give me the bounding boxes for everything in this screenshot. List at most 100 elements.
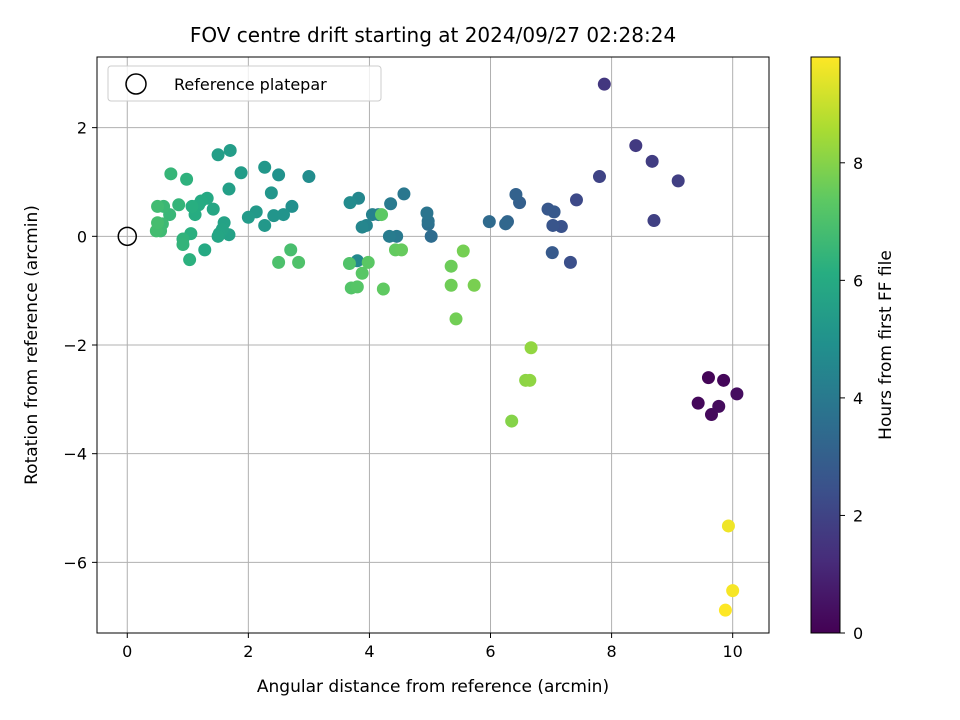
data-point	[524, 341, 538, 355]
data-point	[342, 256, 356, 270]
data-point	[629, 139, 643, 153]
data-point	[546, 218, 560, 232]
data-point	[482, 215, 496, 229]
data-point	[375, 208, 389, 222]
data-point	[718, 603, 732, 617]
data-point	[276, 208, 290, 222]
data-point	[691, 396, 705, 410]
legend-label: Reference platepar	[174, 75, 327, 94]
data-point	[395, 243, 409, 257]
data-point	[509, 187, 523, 201]
grid-lines	[97, 57, 769, 633]
y-tick-label: −4	[63, 445, 87, 464]
x-axis-label: Angular distance from reference (arcmin)	[257, 677, 609, 697]
colorbar-tick-label: 0	[853, 624, 863, 643]
data-point	[456, 244, 470, 258]
data-point	[444, 259, 458, 273]
data-point	[355, 266, 369, 280]
data-point	[284, 243, 298, 257]
y-tick-label: 2	[77, 119, 87, 138]
data-point	[264, 186, 278, 200]
data-point	[645, 154, 659, 168]
x-tick-label: 10	[722, 642, 742, 661]
data-point	[198, 243, 212, 257]
data-point	[350, 280, 364, 294]
x-tick-label: 2	[243, 642, 253, 661]
data-point	[234, 166, 248, 180]
data-points	[149, 77, 744, 617]
y-axis-ticks: 2 0 −2 −4 −6	[63, 119, 97, 572]
x-tick-label: 4	[364, 642, 374, 661]
colorbar-tick-label: 6	[853, 271, 863, 290]
data-point	[647, 214, 661, 228]
data-point	[183, 253, 197, 267]
data-point	[258, 160, 272, 174]
plot-frame	[96, 56, 770, 634]
data-point	[355, 220, 369, 234]
data-point	[206, 202, 220, 216]
data-point	[272, 255, 286, 269]
data-point	[164, 167, 178, 181]
data-point	[671, 174, 685, 188]
data-point	[505, 414, 519, 428]
data-point	[382, 229, 396, 243]
data-point	[223, 143, 237, 157]
x-tick-label: 6	[485, 642, 495, 661]
y-tick-label: −6	[63, 553, 87, 572]
data-point	[547, 205, 561, 219]
colorbar-label: Hours from first FF file	[876, 250, 896, 440]
colorbar-tick-label: 8	[853, 154, 863, 173]
data-point	[592, 170, 606, 184]
data-point	[151, 199, 165, 213]
x-tick-label: 8	[607, 642, 617, 661]
data-point	[365, 208, 379, 222]
data-point	[569, 193, 583, 207]
data-point	[285, 199, 299, 213]
x-axis-ticks: 0 2 4 6 8 10	[122, 633, 743, 661]
colorbar	[810, 56, 841, 634]
reference-platepar-marker	[117, 226, 138, 247]
data-point	[712, 399, 726, 413]
data-point	[545, 246, 559, 260]
data-point	[721, 519, 735, 533]
data-point	[384, 197, 398, 211]
legend-open-circle-icon	[125, 73, 147, 95]
data-point	[176, 237, 190, 251]
data-point	[272, 168, 286, 182]
y-tick-label: −2	[63, 336, 87, 355]
data-point	[730, 387, 744, 401]
data-point	[467, 278, 481, 292]
data-point	[343, 196, 357, 210]
data-point	[499, 217, 513, 231]
data-point	[292, 255, 306, 269]
legend: Reference platepar	[107, 65, 382, 102]
data-point	[597, 77, 611, 91]
x-tick-label: 0	[122, 642, 132, 661]
data-point	[302, 170, 316, 184]
data-point	[211, 148, 225, 162]
data-point	[563, 255, 577, 269]
data-point	[701, 371, 715, 385]
data-point	[185, 199, 199, 213]
data-point	[241, 210, 255, 224]
data-point	[180, 172, 194, 186]
data-point	[726, 584, 740, 598]
colorbar-tick-label: 2	[853, 506, 863, 525]
data-point	[267, 209, 281, 223]
data-point	[449, 312, 463, 326]
data-point	[222, 182, 236, 196]
data-point	[717, 373, 731, 387]
data-point	[211, 229, 225, 243]
data-point	[444, 278, 458, 292]
data-point	[424, 229, 438, 243]
chart-title: FOV centre drift starting at 2024/09/27 …	[190, 23, 676, 47]
data-point	[172, 198, 186, 212]
colorbar-ticks: 0 2 4 6 8	[840, 154, 863, 643]
legend-box	[107, 65, 382, 102]
data-point	[523, 373, 537, 387]
y-axis-label: Rotation from reference (arcmin)	[22, 205, 42, 485]
colorbar-tick-label: 4	[853, 389, 863, 408]
data-point	[258, 218, 272, 232]
data-point	[376, 282, 390, 296]
data-point	[420, 206, 434, 220]
